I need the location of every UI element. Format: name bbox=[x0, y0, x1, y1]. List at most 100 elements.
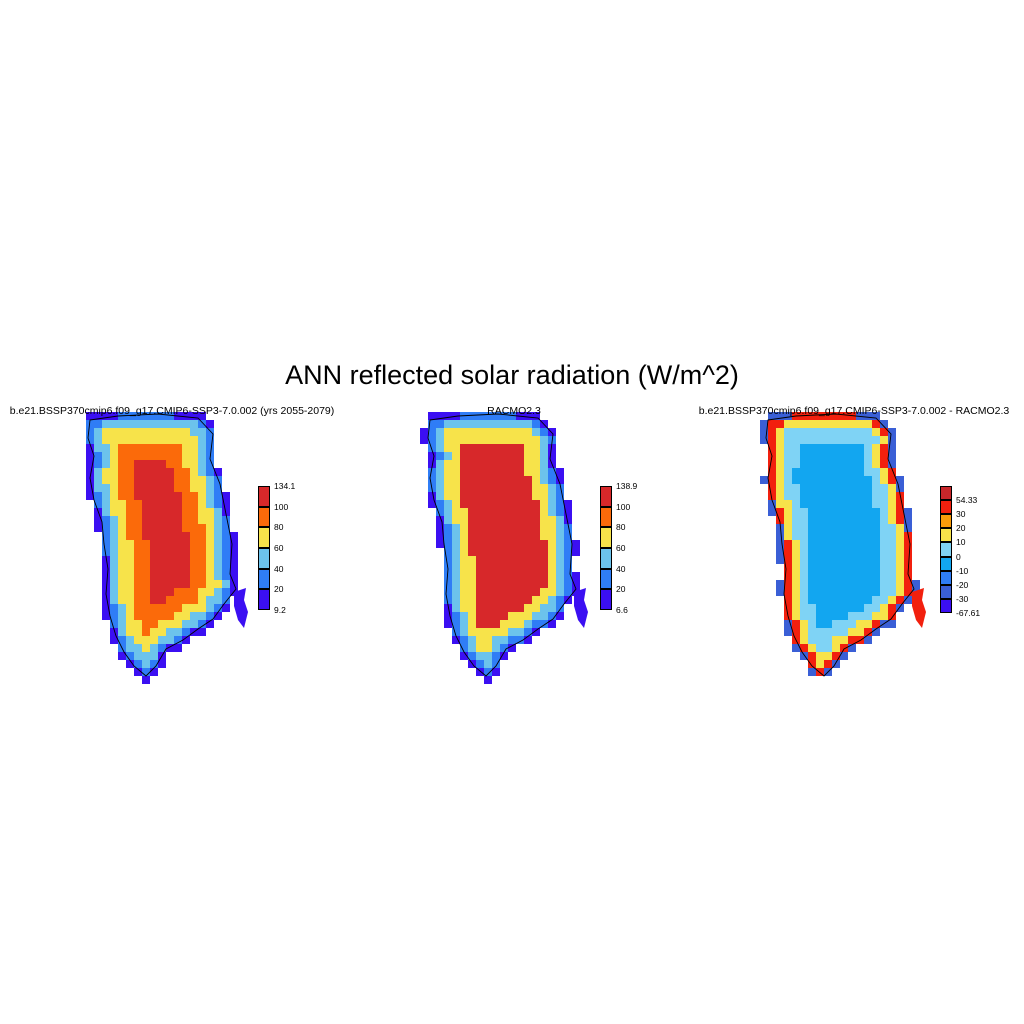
grid-cell bbox=[540, 468, 548, 476]
grid-cell bbox=[532, 452, 540, 460]
grid-cell bbox=[110, 604, 118, 612]
grid-cell bbox=[102, 492, 110, 500]
grid-cell bbox=[832, 604, 840, 612]
grid-cell bbox=[888, 532, 896, 540]
grid-cell bbox=[118, 476, 126, 484]
grid-cell bbox=[182, 580, 190, 588]
grid-cell bbox=[800, 468, 808, 476]
grid-cell bbox=[532, 612, 540, 620]
grid-cell bbox=[110, 636, 118, 644]
colorbar-box bbox=[600, 506, 612, 528]
grid-cell bbox=[904, 540, 912, 548]
grid-cell bbox=[768, 428, 776, 436]
grid-cell bbox=[484, 412, 492, 420]
grid-cell bbox=[888, 524, 896, 532]
grid-cell bbox=[540, 588, 548, 596]
grid-cell bbox=[142, 476, 150, 484]
grid-cell bbox=[556, 556, 564, 564]
grid-cell bbox=[840, 476, 848, 484]
grid-cell bbox=[508, 532, 516, 540]
grid-cell bbox=[864, 604, 872, 612]
grid-cell bbox=[214, 612, 222, 620]
grid-cell bbox=[500, 636, 508, 644]
grid-cell bbox=[134, 556, 142, 564]
grid-cell bbox=[142, 540, 150, 548]
grid-cell bbox=[468, 612, 476, 620]
grid-cell bbox=[460, 476, 468, 484]
grid-cell bbox=[864, 508, 872, 516]
grid-cell bbox=[864, 564, 872, 572]
grid-cell bbox=[784, 420, 792, 428]
grid-cell bbox=[888, 580, 896, 588]
grid-cell bbox=[142, 524, 150, 532]
grid-cell bbox=[800, 548, 808, 556]
colorbar-label: 10 bbox=[956, 537, 966, 548]
grid-cell bbox=[556, 532, 564, 540]
grid-cell bbox=[118, 484, 126, 492]
grid-cell bbox=[556, 492, 564, 500]
grid-cell bbox=[864, 476, 872, 484]
grid-cell bbox=[158, 556, 166, 564]
grid-cell bbox=[126, 436, 134, 444]
grid-cell bbox=[476, 460, 484, 468]
grid-cell bbox=[792, 444, 800, 452]
grid-cell bbox=[484, 468, 492, 476]
grid-cell bbox=[872, 460, 880, 468]
grid-cell bbox=[206, 524, 214, 532]
grid-cell bbox=[134, 548, 142, 556]
grid-cell bbox=[824, 492, 832, 500]
grid-cell bbox=[524, 524, 532, 532]
grid-cell bbox=[776, 420, 784, 428]
grid-cell bbox=[452, 484, 460, 492]
grid-cell bbox=[166, 572, 174, 580]
grid-cell bbox=[880, 444, 888, 452]
grid-cell bbox=[556, 540, 564, 548]
grid-cell bbox=[556, 612, 564, 620]
grid-cell bbox=[198, 452, 206, 460]
grid-cell bbox=[824, 420, 832, 428]
grid-cell bbox=[492, 492, 500, 500]
grid-cell bbox=[190, 476, 198, 484]
grid-cell bbox=[776, 436, 784, 444]
grid-cell bbox=[142, 652, 150, 660]
grid-cell bbox=[856, 452, 864, 460]
grid-cell bbox=[484, 596, 492, 604]
grid-cell bbox=[190, 604, 198, 612]
grid-cell bbox=[856, 540, 864, 548]
grid-cell bbox=[508, 444, 516, 452]
grid-cell bbox=[548, 572, 556, 580]
grid-cell bbox=[880, 540, 888, 548]
grid-cell bbox=[816, 644, 824, 652]
grid-cell bbox=[484, 516, 492, 524]
grid-cell bbox=[110, 492, 118, 500]
grid-cell bbox=[198, 556, 206, 564]
grid-cell bbox=[880, 460, 888, 468]
grid-cell bbox=[166, 444, 174, 452]
grid-cell bbox=[548, 524, 556, 532]
grid-cell bbox=[768, 492, 776, 500]
grid-cell bbox=[214, 548, 222, 556]
grid-cell bbox=[190, 420, 198, 428]
grid-cell bbox=[896, 588, 904, 596]
grid-cell bbox=[824, 644, 832, 652]
grid-cell bbox=[768, 484, 776, 492]
grid-cell bbox=[126, 468, 134, 476]
figure-title: ANN reflected solar radiation (W/m^2) bbox=[285, 360, 739, 390]
grid-cell bbox=[532, 532, 540, 540]
grid-cell bbox=[888, 428, 896, 436]
grid-cell bbox=[484, 676, 492, 684]
grid-cell bbox=[864, 468, 872, 476]
grid-cell bbox=[476, 508, 484, 516]
grid-cell bbox=[888, 620, 896, 628]
grid-cell bbox=[198, 628, 206, 636]
grid-cell bbox=[428, 420, 436, 428]
grid-cell bbox=[452, 620, 460, 628]
grid-cell bbox=[158, 620, 166, 628]
grid-cell bbox=[110, 532, 118, 540]
grid-cell bbox=[484, 652, 492, 660]
map-model bbox=[86, 412, 248, 684]
grid-cell bbox=[848, 612, 856, 620]
grid-cell bbox=[880, 428, 888, 436]
grid-cell bbox=[174, 588, 182, 596]
grid-cell bbox=[468, 580, 476, 588]
